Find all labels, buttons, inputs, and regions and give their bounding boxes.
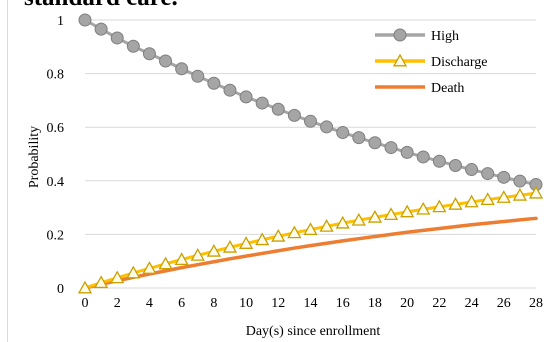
legend-label-high: High (431, 29, 459, 44)
discharge-point (528, 185, 544, 199)
high-point (255, 96, 269, 110)
discharge-point (126, 265, 141, 279)
x-axis-label: Day(s) since enrollment (246, 324, 381, 339)
discharge-point (94, 275, 109, 289)
x-tick-label: 12 (271, 296, 285, 311)
x-tick-label: 2 (114, 296, 121, 311)
discharge-point (174, 252, 189, 266)
discharge-point (255, 232, 270, 246)
discharge-point (319, 219, 334, 232)
discharge-point (383, 207, 399, 221)
discharge-point (303, 222, 318, 236)
x-tick-label: 4 (146, 296, 153, 311)
high-point (352, 131, 366, 145)
y-tick-label: 0 (57, 282, 64, 297)
discharge-point (190, 247, 205, 261)
y-axis-ticks: 0 0.2 0.4 0.6 0.8 1 (47, 14, 65, 297)
series-markers (77, 13, 544, 294)
high-point (175, 62, 189, 76)
high-point (336, 126, 350, 140)
series-line-death (83, 216, 538, 290)
discharge-point (416, 201, 431, 215)
high-point (271, 102, 285, 116)
high-point (94, 22, 108, 36)
discharge-point (77, 280, 93, 294)
high-point (465, 163, 479, 177)
x-tick-label: 16 (336, 296, 350, 311)
y-axis-label: Probability (27, 126, 42, 188)
high-point (432, 154, 446, 168)
x-tick-label: 28 (529, 296, 543, 311)
discharge-point (400, 204, 415, 218)
x-tick-label: 20 (400, 296, 414, 311)
discharge-point (206, 243, 221, 257)
high-point (239, 90, 253, 104)
legend-label-death: Death (431, 81, 464, 96)
x-tick-label: 10 (239, 296, 253, 311)
discharge-point (448, 197, 463, 210)
discharge-point (271, 228, 286, 242)
discharge-point (496, 190, 511, 203)
high-point (191, 69, 205, 83)
x-tick-label: 26 (497, 296, 511, 311)
y-tick-label: 0.2 (47, 228, 65, 243)
y-tick-label: 1 (57, 14, 64, 29)
high-point (368, 136, 382, 150)
chart-title: standard care. (24, 0, 178, 14)
high-point (384, 141, 398, 155)
x-tick-label: 0 (82, 296, 89, 311)
x-tick-label: 8 (210, 296, 217, 311)
discharge-point (464, 194, 479, 208)
discharge-point (238, 236, 254, 249)
discharge-point (480, 192, 495, 206)
high-point (497, 170, 511, 184)
legend-label-discharge: Discharge (431, 55, 488, 70)
series-line-high (83, 18, 538, 187)
high-point (287, 108, 301, 122)
high-point (159, 54, 173, 68)
left-border-line (7, 0, 8, 342)
discharge-point (351, 212, 366, 226)
high-point (223, 83, 237, 97)
x-axis-ticks: 0 2 4 6 8 10 12 14 16 18 20 22 24 26 28 (82, 296, 544, 311)
high-point (448, 159, 462, 173)
high-point (513, 174, 527, 188)
high-point (400, 145, 414, 159)
high-point (126, 39, 140, 53)
high-point (320, 120, 334, 134)
x-tick-label: 24 (465, 296, 479, 311)
high-point (481, 167, 495, 181)
discharge-point (367, 209, 383, 223)
x-tick-label: 14 (304, 296, 318, 311)
high-point (304, 114, 317, 128)
discharge-point (222, 239, 238, 253)
high-point (142, 47, 156, 61)
x-tick-label: 6 (178, 296, 185, 311)
high-point (110, 31, 124, 45)
discharge-point (432, 199, 447, 213)
discharge-point (158, 256, 173, 270)
y-tick-label: 0.6 (47, 121, 65, 136)
high-point (78, 13, 92, 27)
discharge-point (512, 187, 527, 201)
discharge-point (287, 225, 302, 239)
high-point (207, 76, 221, 90)
legend-marker-high (393, 28, 407, 42)
discharge-point (142, 261, 157, 274)
x-tick-label: 18 (368, 296, 382, 311)
discharge-point (110, 270, 125, 284)
legend-marker-discharge (392, 53, 408, 67)
chart-legend: High Discharge Death (375, 28, 488, 96)
x-tick-label: 22 (432, 296, 446, 311)
y-tick-label: 0.4 (47, 175, 65, 190)
y-tick-label: 0.8 (47, 68, 65, 83)
high-point (416, 150, 430, 164)
discharge-point (335, 215, 350, 229)
